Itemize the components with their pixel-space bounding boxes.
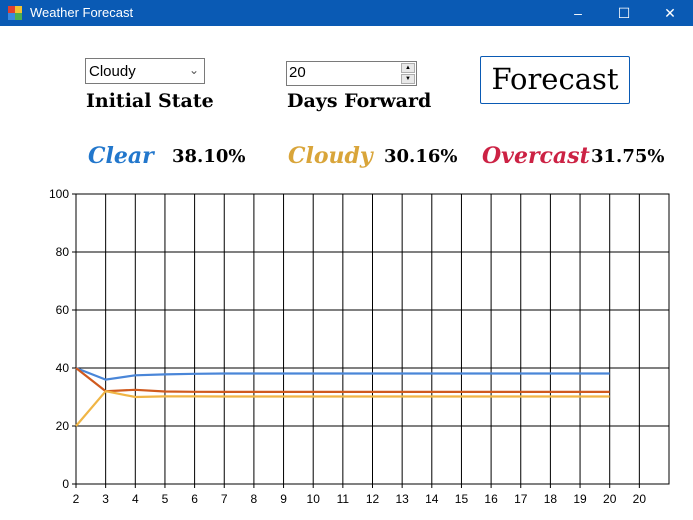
y-tick-label: 0 [62, 477, 69, 491]
x-tick-label: 2 [73, 492, 80, 506]
x-tick-label: 9 [280, 492, 287, 506]
x-tick-label: 19 [573, 492, 587, 506]
y-tick-label: 80 [56, 245, 70, 259]
x-tick-label: 15 [455, 492, 469, 506]
minimize-button[interactable]: – [574, 5, 582, 21]
days-forward-value: 20 [289, 64, 306, 81]
x-tick-label: 16 [484, 492, 498, 506]
spin-down-button[interactable]: ▼ [401, 74, 415, 84]
days-forward-spinner[interactable]: 20 ▲ ▼ [286, 61, 417, 86]
app-icon [8, 6, 22, 20]
series-line-2 [75, 389, 610, 427]
series-line-1 [75, 367, 610, 393]
x-tick-label: 5 [162, 492, 169, 506]
x-tick-label: 20 [633, 492, 647, 506]
x-tick-label: 20 [603, 492, 617, 506]
x-tick-label: 7 [221, 492, 228, 506]
overcast-percent: 31.75% [591, 146, 665, 167]
overcast-label: Overcast [482, 143, 590, 169]
spinner-buttons: ▲ ▼ [401, 63, 415, 84]
cloudy-label: Cloudy [288, 143, 373, 169]
x-tick-label: 14 [425, 492, 439, 506]
x-tick-label: 10 [307, 492, 321, 506]
x-tick-label: 3 [102, 492, 109, 506]
maximize-button[interactable]: ☐ [617, 5, 631, 21]
series-line-0 [75, 366, 610, 381]
clear-label: Clear [88, 143, 154, 169]
chevron-down-icon: ⌄ [188, 63, 199, 77]
x-tick-label: 13 [395, 492, 409, 506]
clear-percent: 38.10% [172, 146, 246, 167]
initial-state-value: Cloudy [89, 63, 136, 80]
days-forward-label: Days Forward [287, 90, 432, 112]
y-tick-label: 20 [56, 419, 70, 433]
x-tick-label: 11 [337, 492, 350, 506]
title-bar: Weather Forecast – ☐ ✕ [0, 0, 693, 26]
x-tick-label: 12 [366, 492, 380, 506]
spin-up-button[interactable]: ▲ [401, 63, 415, 73]
x-tick-label: 6 [191, 492, 198, 506]
y-tick-label: 60 [56, 303, 70, 317]
window-title: Weather Forecast [30, 5, 134, 20]
x-tick-label: 8 [251, 492, 258, 506]
cloudy-percent: 30.16% [384, 146, 458, 167]
forecast-button[interactable]: Forecast [480, 56, 630, 104]
x-tick-label: 4 [132, 492, 139, 506]
close-button[interactable]: ✕ [664, 5, 676, 21]
y-tick-label: 100 [49, 187, 69, 201]
initial-state-label: Initial State [86, 90, 214, 112]
x-tick-label: 17 [514, 492, 528, 506]
initial-state-dropdown[interactable]: Cloudy ⌄ [85, 58, 205, 84]
x-tick-label: 18 [544, 492, 558, 506]
y-tick-label: 40 [56, 361, 70, 375]
